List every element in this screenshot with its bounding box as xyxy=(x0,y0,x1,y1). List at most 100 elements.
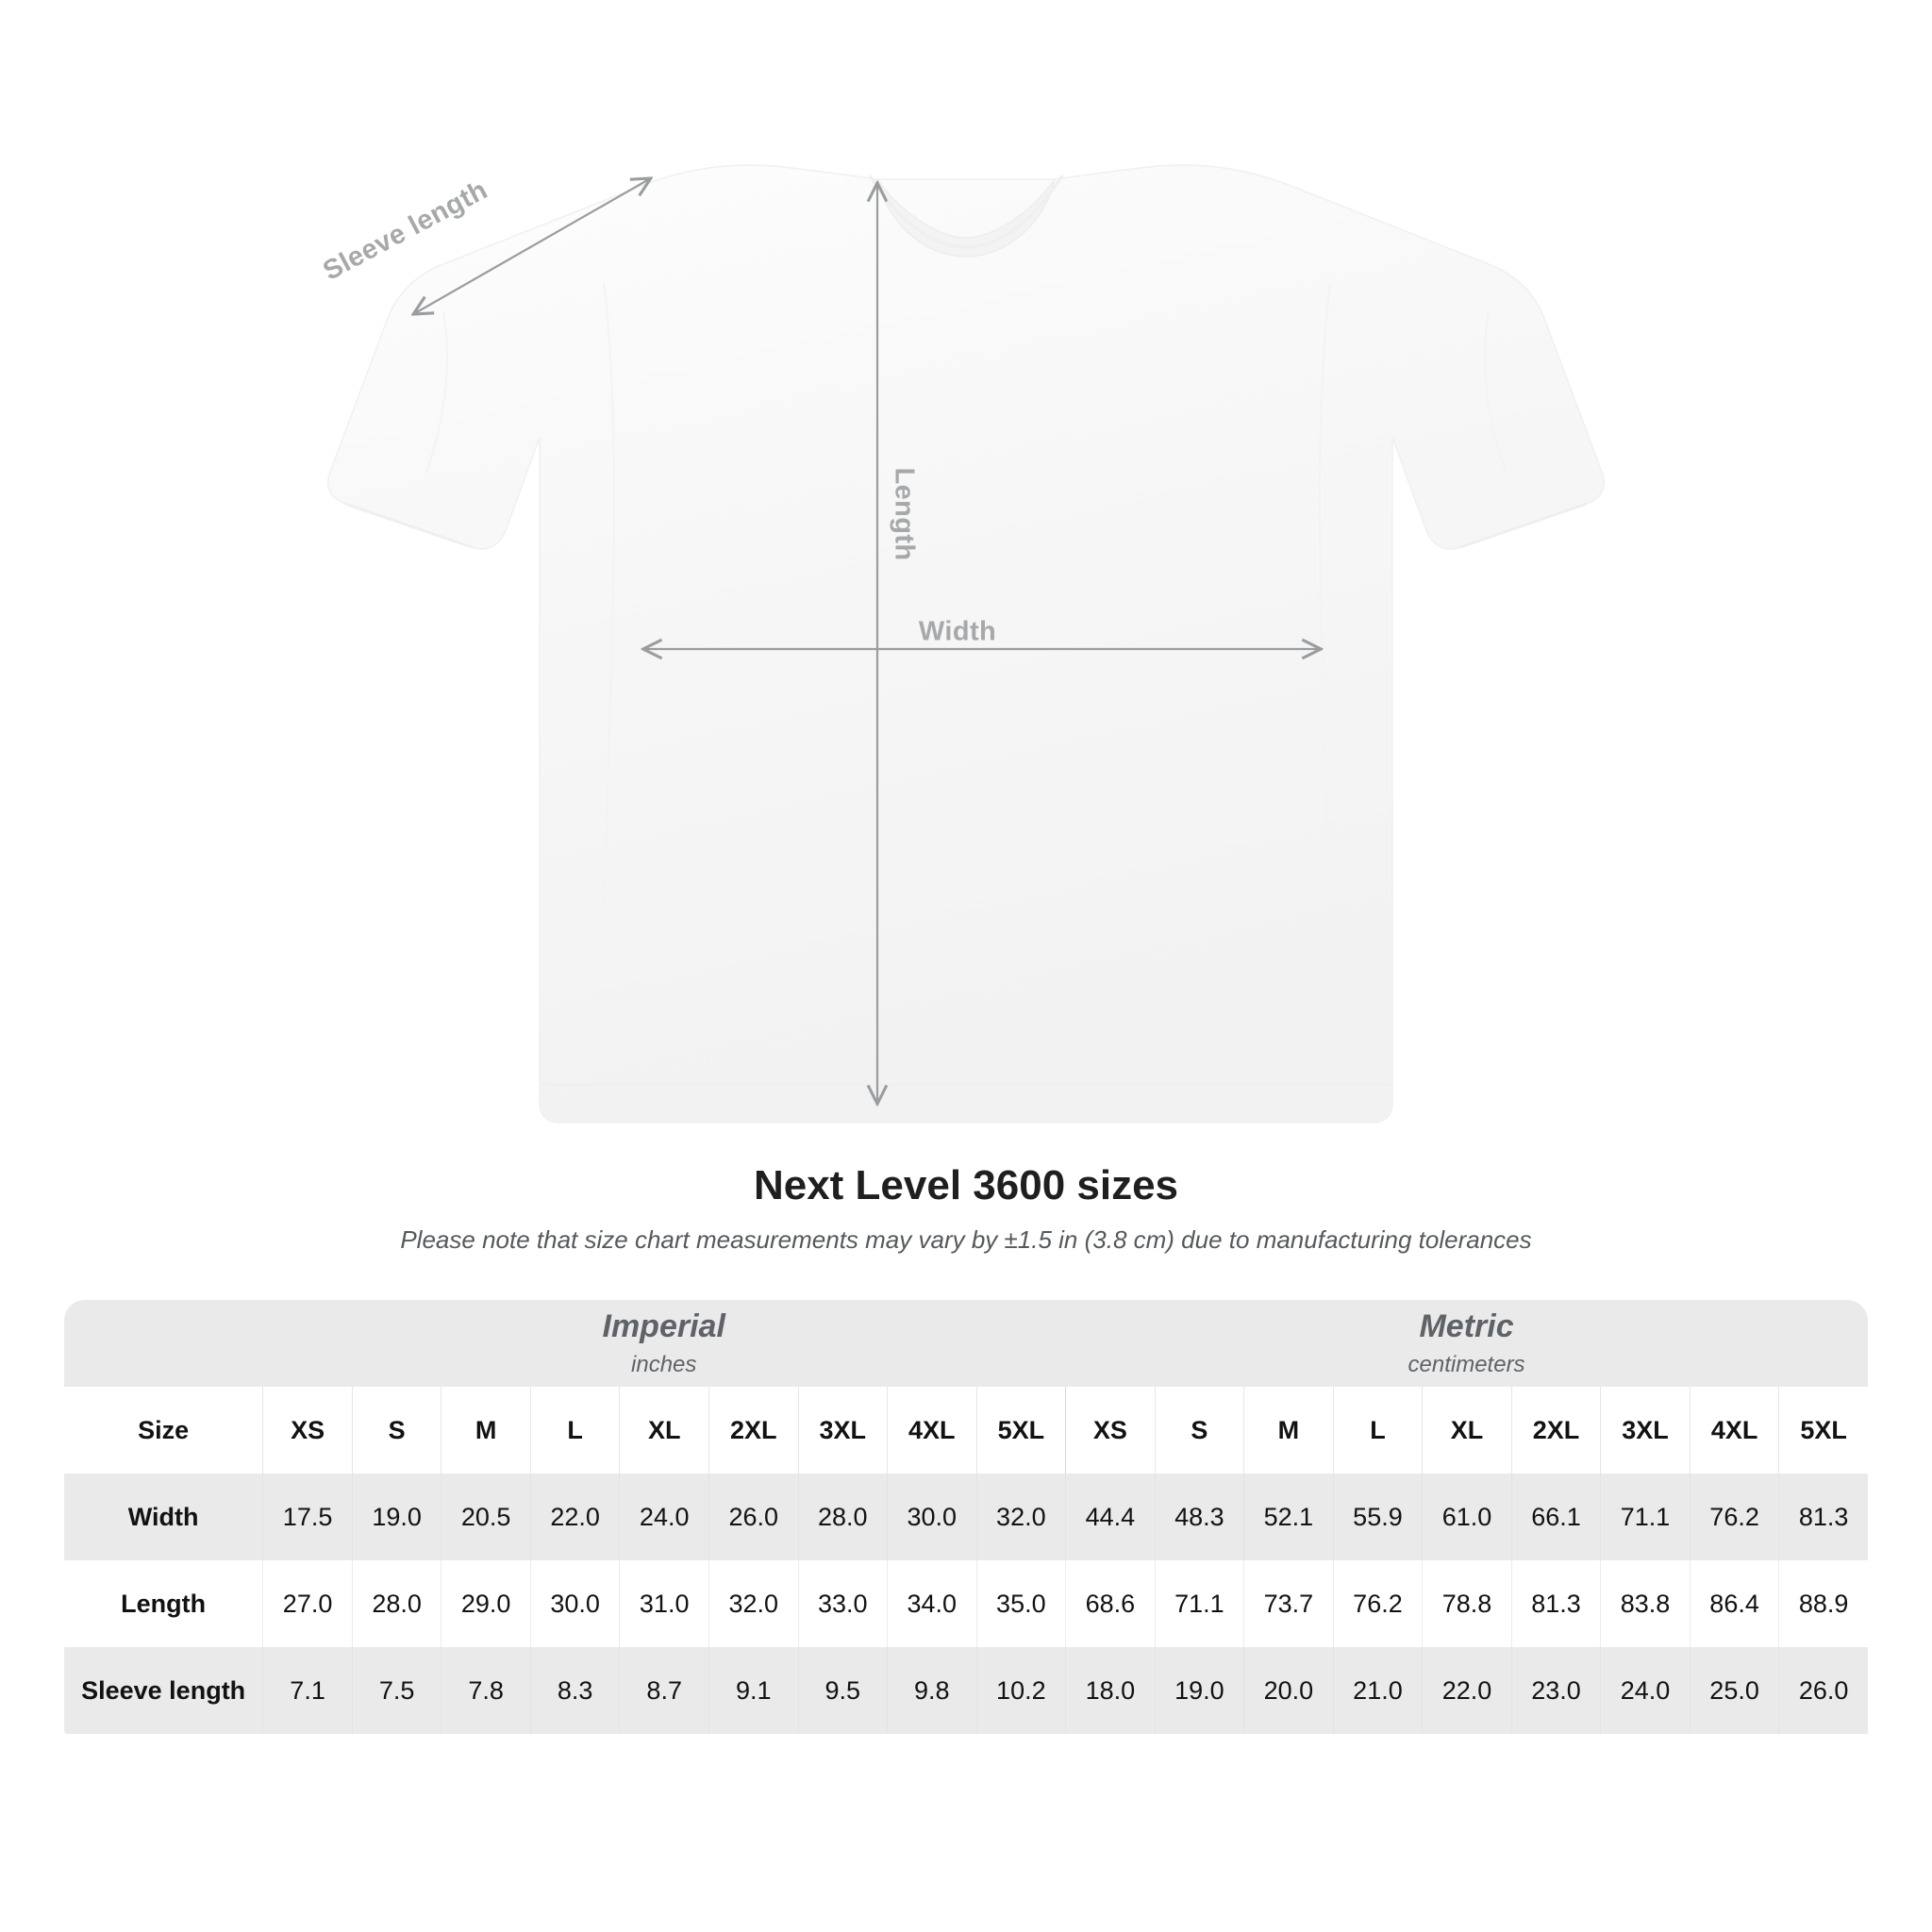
cell-length-metric-2xl: 81.3 xyxy=(1510,1560,1601,1647)
cell-width-imperial-5xl: 32.0 xyxy=(975,1474,1066,1560)
tshirt-illustration xyxy=(326,164,1606,1124)
size-header-imperial-4xl[interactable]: 4XL xyxy=(887,1387,976,1474)
cell-length-metric-m: 73.7 xyxy=(1243,1560,1333,1647)
size-header-metric-s[interactable]: S xyxy=(1154,1387,1244,1474)
cell-sleeve-length-metric-s: 19.0 xyxy=(1154,1647,1244,1734)
unit-group-subtitle: centimeters xyxy=(1407,1351,1525,1377)
cell-width-imperial-s: 19.0 xyxy=(351,1474,441,1560)
size-header-metric-3xl[interactable]: 3XL xyxy=(1600,1387,1690,1474)
cell-width-metric-m: 52.1 xyxy=(1243,1474,1333,1560)
size-header-imperial-l[interactable]: L xyxy=(529,1387,620,1474)
cell-width-imperial-xl: 24.0 xyxy=(619,1474,708,1560)
unit-group-metric: Metric centimeters xyxy=(1065,1300,1868,1387)
measurement-lines xyxy=(415,179,1319,1102)
size-header-imperial-2xl[interactable]: 2XL xyxy=(708,1387,798,1474)
unit-group-name: Imperial xyxy=(602,1308,725,1344)
cell-width-metric-2xl: 66.1 xyxy=(1510,1474,1601,1560)
cell-sleeve-length-metric-3xl: 24.0 xyxy=(1600,1647,1690,1734)
cell-length-imperial-xs: 27.0 xyxy=(262,1560,352,1647)
cell-width-imperial-m: 20.5 xyxy=(441,1474,530,1560)
cell-width-metric-3xl: 71.1 xyxy=(1600,1474,1690,1560)
size-table: Imperial inches Metric centimeters Size XS S M L… xyxy=(64,1300,1868,1734)
size-header-metric-4xl[interactable]: 4XL xyxy=(1689,1387,1779,1474)
page-title: Next Level 3600 sizes xyxy=(753,1162,1179,1208)
cell-width-metric-xl: 61.0 xyxy=(1422,1474,1511,1560)
size-header-imperial-xl[interactable]: XL xyxy=(619,1387,708,1474)
cell-width-metric-4xl: 76.2 xyxy=(1689,1474,1779,1560)
size-header-imperial-s[interactable]: S xyxy=(351,1387,441,1474)
cell-sleeve-length-imperial-xs: 7.1 xyxy=(262,1647,352,1734)
cell-length-imperial-m: 29.0 xyxy=(441,1560,530,1647)
cell-width-metric-xs: 44.4 xyxy=(1065,1474,1155,1560)
cell-sleeve-length-imperial-2xl: 9.1 xyxy=(708,1647,798,1734)
cell-length-imperial-l: 30.0 xyxy=(529,1560,620,1647)
size-header-row: Size XS S M L XL 2XL 3XL 4XL 5XL XS S M L XL 2XL 3XL 4XL 5… xyxy=(64,1387,1868,1474)
row-label-length: Length xyxy=(64,1560,263,1647)
cell-width-metric-s: 48.3 xyxy=(1154,1474,1244,1560)
cell-sleeve-length-imperial-s: 7.5 xyxy=(351,1647,441,1734)
cell-length-metric-xl: 78.8 xyxy=(1422,1560,1511,1647)
cell-length-imperial-2xl: 32.0 xyxy=(708,1560,798,1647)
cell-width-imperial-4xl: 30.0 xyxy=(887,1474,976,1560)
cell-length-metric-3xl: 83.8 xyxy=(1600,1560,1690,1647)
cell-sleeve-length-metric-4xl: 25.0 xyxy=(1689,1647,1779,1734)
size-header-metric-l[interactable]: L xyxy=(1332,1387,1423,1474)
fabric-folds xyxy=(425,282,1507,1079)
sleeve-hems xyxy=(344,502,1588,549)
unit-group-row: Imperial inches Metric centimeters xyxy=(64,1300,1868,1387)
unit-group-imperial: Imperial inches xyxy=(262,1300,1066,1387)
cell-sleeve-length-imperial-3xl: 9.5 xyxy=(797,1647,888,1734)
width-annotation: Width xyxy=(918,616,997,647)
unit-row-spacer xyxy=(64,1300,263,1387)
size-header-metric-xs[interactable]: XS xyxy=(1065,1387,1155,1474)
size-header-imperial-3xl[interactable]: 3XL xyxy=(797,1387,888,1474)
size-table-wrapper: Imperial inches Metric centimeters Size XS S M L… xyxy=(64,1300,1868,1734)
size-header-metric-2xl[interactable]: 2XL xyxy=(1510,1387,1601,1474)
size-header-imperial-xs[interactable]: XS xyxy=(262,1387,352,1474)
cell-sleeve-length-imperial-5xl: 10.2 xyxy=(975,1647,1066,1734)
unit-group-name: Metric xyxy=(1419,1308,1514,1344)
cell-width-imperial-2xl: 26.0 xyxy=(708,1474,798,1560)
cell-sleeve-length-metric-xs: 18.0 xyxy=(1065,1647,1155,1734)
size-header-imperial-m[interactable]: M xyxy=(441,1387,530,1474)
cell-length-metric-4xl: 86.4 xyxy=(1689,1560,1779,1647)
cell-sleeve-length-imperial-l: 8.3 xyxy=(529,1647,620,1734)
collar-shape xyxy=(868,175,1064,258)
cell-sleeve-length-metric-5xl: 26.0 xyxy=(1778,1647,1868,1734)
size-header-imperial-5xl[interactable]: 5XL xyxy=(975,1387,1066,1474)
cell-width-imperial-l: 22.0 xyxy=(529,1474,620,1560)
cell-length-imperial-3xl: 33.0 xyxy=(797,1560,888,1647)
cell-length-imperial-xl: 31.0 xyxy=(619,1560,708,1647)
cell-sleeve-length-imperial-4xl: 9.8 xyxy=(887,1647,976,1734)
cell-width-metric-l: 55.9 xyxy=(1332,1474,1423,1560)
row-label-width: Width xyxy=(64,1474,263,1560)
cell-width-metric-5xl: 81.3 xyxy=(1778,1474,1868,1560)
cell-sleeve-length-metric-l: 21.0 xyxy=(1332,1647,1423,1734)
cell-length-imperial-5xl: 35.0 xyxy=(975,1560,1066,1647)
tshirt-diagram: Sleeve length Length Width xyxy=(318,164,1606,1124)
length-annotation: Length xyxy=(889,467,920,561)
table-row: Width 17.5 19.0 20.5 22.0 24.0 26.0 28.0 30.0 32.… xyxy=(64,1474,1868,1560)
cell-length-metric-5xl: 88.9 xyxy=(1778,1560,1868,1647)
cell-length-imperial-4xl: 34.0 xyxy=(887,1560,976,1647)
cell-sleeve-length-metric-xl: 22.0 xyxy=(1422,1647,1511,1734)
cell-width-imperial-3xl: 28.0 xyxy=(797,1474,888,1560)
cell-length-imperial-s: 28.0 xyxy=(351,1560,441,1647)
unit-group-subtitle: inches xyxy=(631,1351,697,1377)
cell-sleeve-length-imperial-m: 7.8 xyxy=(441,1647,530,1734)
size-header-metric-xl[interactable]: XL xyxy=(1422,1387,1511,1474)
cell-length-metric-l: 76.2 xyxy=(1332,1560,1423,1647)
tolerance-note: Please note that size chart measurements… xyxy=(400,1224,1532,1254)
size-header-metric-5xl[interactable]: 5XL xyxy=(1778,1387,1868,1474)
caption-block: Next Level 3600 sizes Please note that s… xyxy=(0,1162,1932,1255)
cell-sleeve-length-metric-2xl: 23.0 xyxy=(1510,1647,1601,1734)
cell-length-metric-xs: 68.6 xyxy=(1065,1560,1155,1647)
size-header-metric-m[interactable]: M xyxy=(1243,1387,1333,1474)
cell-width-imperial-xs: 17.5 xyxy=(262,1474,352,1560)
cell-sleeve-length-metric-m: 20.0 xyxy=(1243,1647,1333,1734)
size-header-label: Size xyxy=(64,1387,263,1474)
table-row: Sleeve length 7.1 7.5 7.8 8.3 8.7 9.1 9.5 9.8 10.… xyxy=(64,1647,1868,1734)
table-row: Length 27.0 28.0 29.0 30.0 31.0 32.0 33.0 34.0 35… xyxy=(64,1560,1868,1647)
row-label-sleeve-length: Sleeve length xyxy=(64,1647,263,1734)
